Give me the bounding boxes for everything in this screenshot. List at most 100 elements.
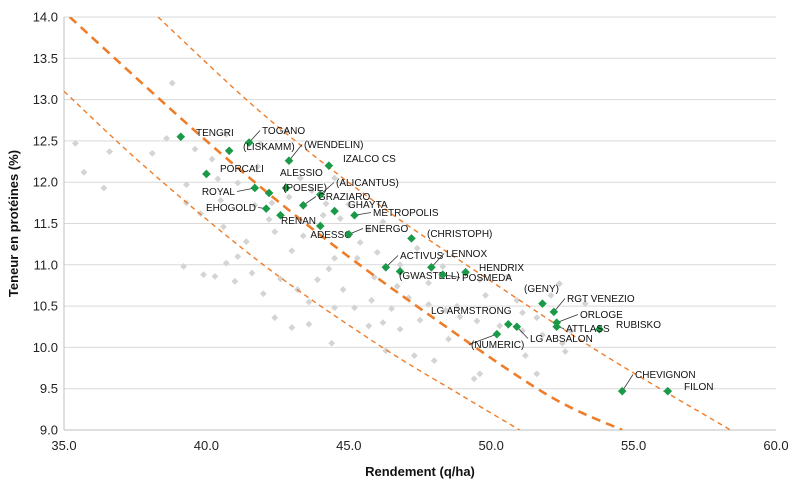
variety-point bbox=[350, 210, 359, 220]
background-point bbox=[231, 277, 239, 285]
variety-label: POSMEDA bbox=[462, 273, 512, 284]
background-point bbox=[271, 314, 279, 322]
variety-label: METROPOLIS bbox=[373, 208, 439, 219]
variety-label: (NUMERIC) bbox=[471, 340, 524, 351]
background-point bbox=[410, 352, 418, 360]
variety-label: ATTLASS bbox=[566, 324, 610, 335]
variety-label: RENAN bbox=[281, 216, 316, 227]
variety-point bbox=[381, 262, 391, 272]
background-point bbox=[365, 322, 373, 330]
variety-label: (GWASTELL) bbox=[399, 271, 460, 282]
background-point bbox=[163, 135, 170, 142]
variety-label: LG ABSALON bbox=[530, 334, 593, 345]
background-point bbox=[217, 196, 225, 204]
background-point bbox=[328, 339, 336, 347]
variety-label: EHOGOLD bbox=[206, 203, 256, 214]
variety-point bbox=[176, 132, 186, 142]
background-point bbox=[80, 168, 88, 176]
background-point bbox=[214, 175, 222, 183]
background-point bbox=[519, 327, 526, 335]
variety-point bbox=[538, 299, 547, 308]
background-point bbox=[504, 272, 512, 280]
background-point bbox=[242, 238, 250, 246]
background-point bbox=[476, 370, 484, 378]
background-point bbox=[513, 296, 521, 304]
background-point bbox=[288, 324, 296, 331]
variety-label: CHEVIGNON bbox=[635, 370, 696, 381]
variety-point bbox=[663, 386, 673, 396]
background-point bbox=[368, 296, 375, 304]
background-point bbox=[439, 263, 447, 270]
variety-point bbox=[261, 204, 271, 213]
background-point bbox=[331, 174, 338, 182]
variety-point bbox=[595, 324, 604, 334]
background-point bbox=[254, 163, 262, 170]
background-point bbox=[388, 305, 395, 312]
background-point bbox=[331, 254, 338, 262]
variety-point bbox=[224, 146, 234, 156]
variety-label: GHAYTA bbox=[348, 200, 388, 211]
y-tick-label: 12.5 bbox=[33, 133, 58, 148]
variety-label: ROYAL bbox=[202, 187, 236, 198]
variety-label: LG ARMSTRONG bbox=[431, 306, 512, 317]
background-point bbox=[222, 259, 230, 267]
leader-line bbox=[468, 333, 498, 345]
background-point bbox=[148, 149, 156, 157]
variety-label: ENERGO bbox=[365, 224, 409, 235]
background-point bbox=[299, 232, 307, 240]
background-point bbox=[371, 273, 378, 281]
leader-line bbox=[556, 314, 579, 323]
background-point bbox=[71, 139, 79, 147]
variety-point bbox=[316, 190, 325, 199]
background-point bbox=[305, 320, 313, 328]
variety-label: ORLOGE bbox=[580, 310, 623, 321]
background-point bbox=[259, 290, 267, 298]
background-point bbox=[382, 347, 390, 355]
background-point bbox=[257, 139, 264, 147]
background-point bbox=[268, 199, 276, 207]
variety-point bbox=[298, 201, 308, 210]
background-point bbox=[208, 155, 216, 163]
background-point bbox=[296, 174, 304, 182]
background-point bbox=[470, 375, 478, 383]
background-point bbox=[496, 322, 504, 330]
background-point bbox=[581, 300, 589, 308]
background-point bbox=[336, 215, 344, 222]
y-tick-label: 9.0 bbox=[40, 423, 58, 438]
variety-point bbox=[512, 322, 522, 332]
variety-point bbox=[617, 386, 627, 396]
background-point bbox=[533, 370, 541, 378]
background-point bbox=[533, 314, 541, 322]
x-tick-label: 35.0 bbox=[51, 438, 76, 453]
background-point bbox=[285, 193, 293, 201]
y-tick-label: 13.0 bbox=[33, 92, 58, 107]
background-point bbox=[539, 331, 546, 339]
y-tick-label: 12.0 bbox=[33, 175, 58, 190]
background-point bbox=[322, 200, 330, 208]
background-point bbox=[519, 309, 526, 317]
background-point bbox=[379, 218, 387, 226]
x-tick-label: 40.0 bbox=[194, 438, 219, 453]
variety-point bbox=[407, 234, 416, 243]
background-point bbox=[234, 179, 242, 187]
variety-label: RUBISKO bbox=[616, 320, 661, 331]
variety-point bbox=[324, 161, 334, 170]
background-point bbox=[456, 313, 464, 321]
background-point bbox=[476, 276, 484, 284]
y-axis-title: Teneur en protéines (%) bbox=[6, 150, 21, 297]
variety-point bbox=[281, 183, 291, 193]
variety-label: PORCALI bbox=[220, 164, 264, 175]
upper-bound-curve bbox=[157, 17, 731, 430]
background-point bbox=[396, 325, 404, 333]
variety-label: (WENDELIN) bbox=[304, 140, 363, 151]
background-point bbox=[430, 357, 438, 365]
background-point bbox=[425, 301, 432, 308]
background-point bbox=[211, 272, 219, 280]
background-point bbox=[100, 184, 108, 192]
leader-line bbox=[288, 144, 303, 161]
variety-point bbox=[316, 221, 325, 231]
variety-point bbox=[503, 319, 513, 329]
variety-label: RGT VENEZIO bbox=[567, 294, 635, 305]
background-point bbox=[277, 275, 284, 283]
variety-label: ADESSO bbox=[310, 230, 352, 241]
